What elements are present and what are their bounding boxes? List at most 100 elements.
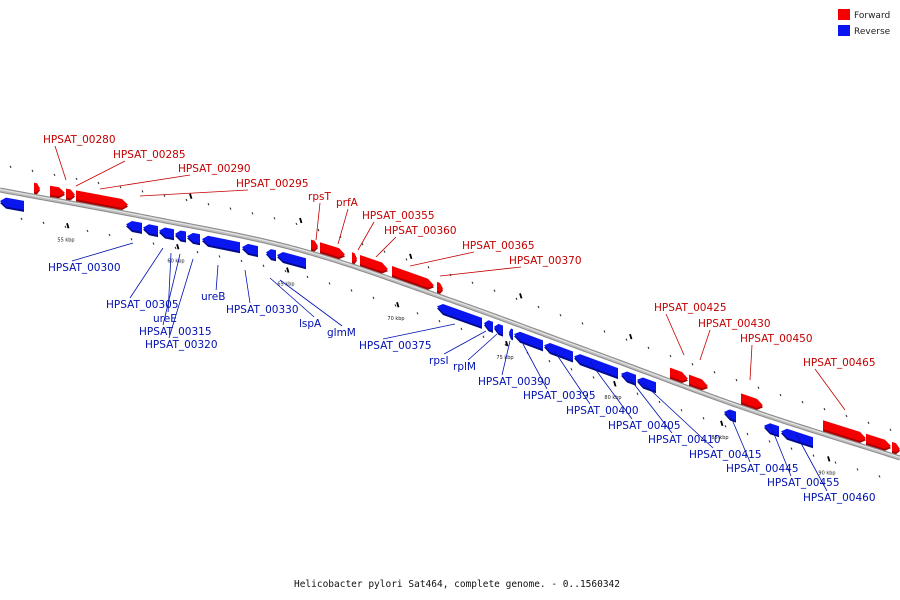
forward-gene	[689, 374, 708, 389]
gene-label-prfa: prfA	[336, 197, 359, 209]
gene-label-hpsat-00355: HPSAT_00355	[362, 210, 435, 222]
tick-mark	[306, 275, 309, 279]
reverse-gene	[277, 252, 306, 268]
tick-mark	[75, 177, 78, 181]
leader-line-hpsat-00450	[749, 344, 753, 381]
forward-gene	[34, 182, 40, 193]
reverse-gene	[781, 428, 813, 447]
tick-mark	[229, 207, 232, 210]
leader-line-rplm	[467, 333, 498, 361]
leader-line-hpsat-00360	[375, 236, 397, 258]
tick-mark	[768, 440, 771, 443]
legend-forward-label: Forward	[854, 11, 890, 21]
forward-gene	[866, 433, 891, 449]
major-tick	[396, 301, 400, 308]
major-tick	[629, 333, 633, 340]
tick-mark	[592, 376, 595, 379]
tick-mark	[636, 392, 639, 395]
forward-gene	[823, 420, 866, 441]
tick-mark	[702, 417, 705, 420]
scale-label: 60 kbp	[167, 258, 184, 264]
tick-mark	[438, 319, 441, 323]
tick-mark	[812, 454, 815, 457]
reverse-gene	[159, 227, 174, 239]
legend-reverse-swatch	[838, 25, 850, 36]
leader-line-prfa	[337, 208, 349, 245]
genome-backbone	[0, 187, 900, 461]
gene-label-hpsat-00295: HPSAT_00295	[236, 178, 309, 190]
leader-line-hpsat-00300	[71, 242, 134, 262]
leader-line-hpsat-00400	[554, 351, 591, 405]
tick-mark	[394, 304, 397, 307]
leader-line-hpsat-00355	[357, 221, 375, 251]
leader-line-hpsat-00315	[162, 253, 181, 326]
leader-line-glmm	[279, 279, 343, 327]
tick-mark	[834, 461, 837, 464]
reverse-gene	[574, 354, 618, 378]
gene-label-hpsat-00280: HPSAT_00280	[43, 134, 116, 146]
reverse-gene	[126, 221, 142, 232]
gene-label-lspa: lspA	[299, 318, 322, 330]
tick-mark	[284, 269, 287, 273]
tick-mark	[504, 343, 507, 347]
tick-mark	[350, 289, 353, 292]
tick-mark	[427, 266, 430, 269]
tick-mark	[218, 255, 221, 258]
tick-mark	[559, 313, 562, 317]
scale-label: 90 kbp	[818, 470, 835, 476]
leader-line-rpsi	[443, 330, 487, 355]
tick-mark	[383, 250, 386, 253]
tick-mark	[680, 408, 683, 412]
forward-gene	[360, 255, 388, 272]
gene-label-hpsat-00290: HPSAT_00290	[178, 163, 251, 175]
reverse-gene	[764, 423, 779, 436]
tick-mark	[317, 228, 320, 232]
gene-label-hpsat-00365: HPSAT_00365	[462, 240, 535, 252]
tick-mark	[570, 368, 573, 371]
tick-mark	[97, 181, 100, 185]
gene-label-hpsat-00455: HPSAT_00455	[767, 477, 840, 489]
forward-gene	[670, 367, 688, 381]
leader-line-hpsat-00445	[727, 409, 751, 463]
gene-label-hpsat-00390: HPSAT_00390	[478, 376, 551, 388]
tick-mark	[64, 225, 67, 229]
major-tick	[286, 267, 290, 273]
gene-label-hpsat-00415: HPSAT_00415	[689, 449, 762, 461]
leader-line-hpsat-00295	[139, 189, 249, 197]
reverse-gene	[202, 235, 240, 252]
tick-mark	[482, 335, 485, 338]
tick-mark	[790, 447, 793, 450]
tick-mark	[262, 264, 265, 267]
gene-label-hpsat-00410: HPSAT_00410	[648, 434, 721, 446]
legend: Forward Reverse	[838, 9, 891, 37]
leader-line-hpsat-00285	[75, 160, 126, 187]
reverse-gene	[637, 377, 656, 392]
tick-mark	[746, 432, 749, 436]
tick-mark	[20, 217, 23, 221]
major-tick	[299, 217, 303, 224]
gene-label-hpsat-00400: HPSAT_00400	[566, 405, 639, 417]
leader-line-hpsat-00305	[129, 247, 164, 299]
tick-mark	[603, 330, 606, 333]
reverse-gene	[437, 304, 482, 327]
leader-line-hpsat-00290	[99, 174, 191, 190]
tick-mark	[581, 322, 584, 325]
tick-mark	[152, 242, 155, 245]
reverse-gene	[509, 328, 513, 339]
leader-line-hpsat-00405	[589, 361, 633, 420]
tick-mark	[251, 212, 254, 215]
reverse-gene	[175, 230, 186, 241]
forward-gene	[352, 252, 357, 263]
leader-line-hpsat-00280	[54, 145, 67, 181]
gene-label-hpsat-00425: HPSAT_00425	[654, 302, 727, 314]
major-tick	[827, 456, 831, 462]
leader-line-hpsat-00455	[769, 423, 792, 477]
forward-gene	[892, 441, 900, 453]
leader-line-hpsat-00365	[409, 251, 475, 267]
forward-gene	[437, 281, 443, 292]
leader-line-rpst	[315, 202, 321, 241]
reverse-gene	[266, 249, 276, 260]
gene-label-hpsat-00450: HPSAT_00450	[740, 333, 813, 345]
reverse-gene	[514, 331, 543, 350]
forward-gene	[311, 239, 318, 250]
